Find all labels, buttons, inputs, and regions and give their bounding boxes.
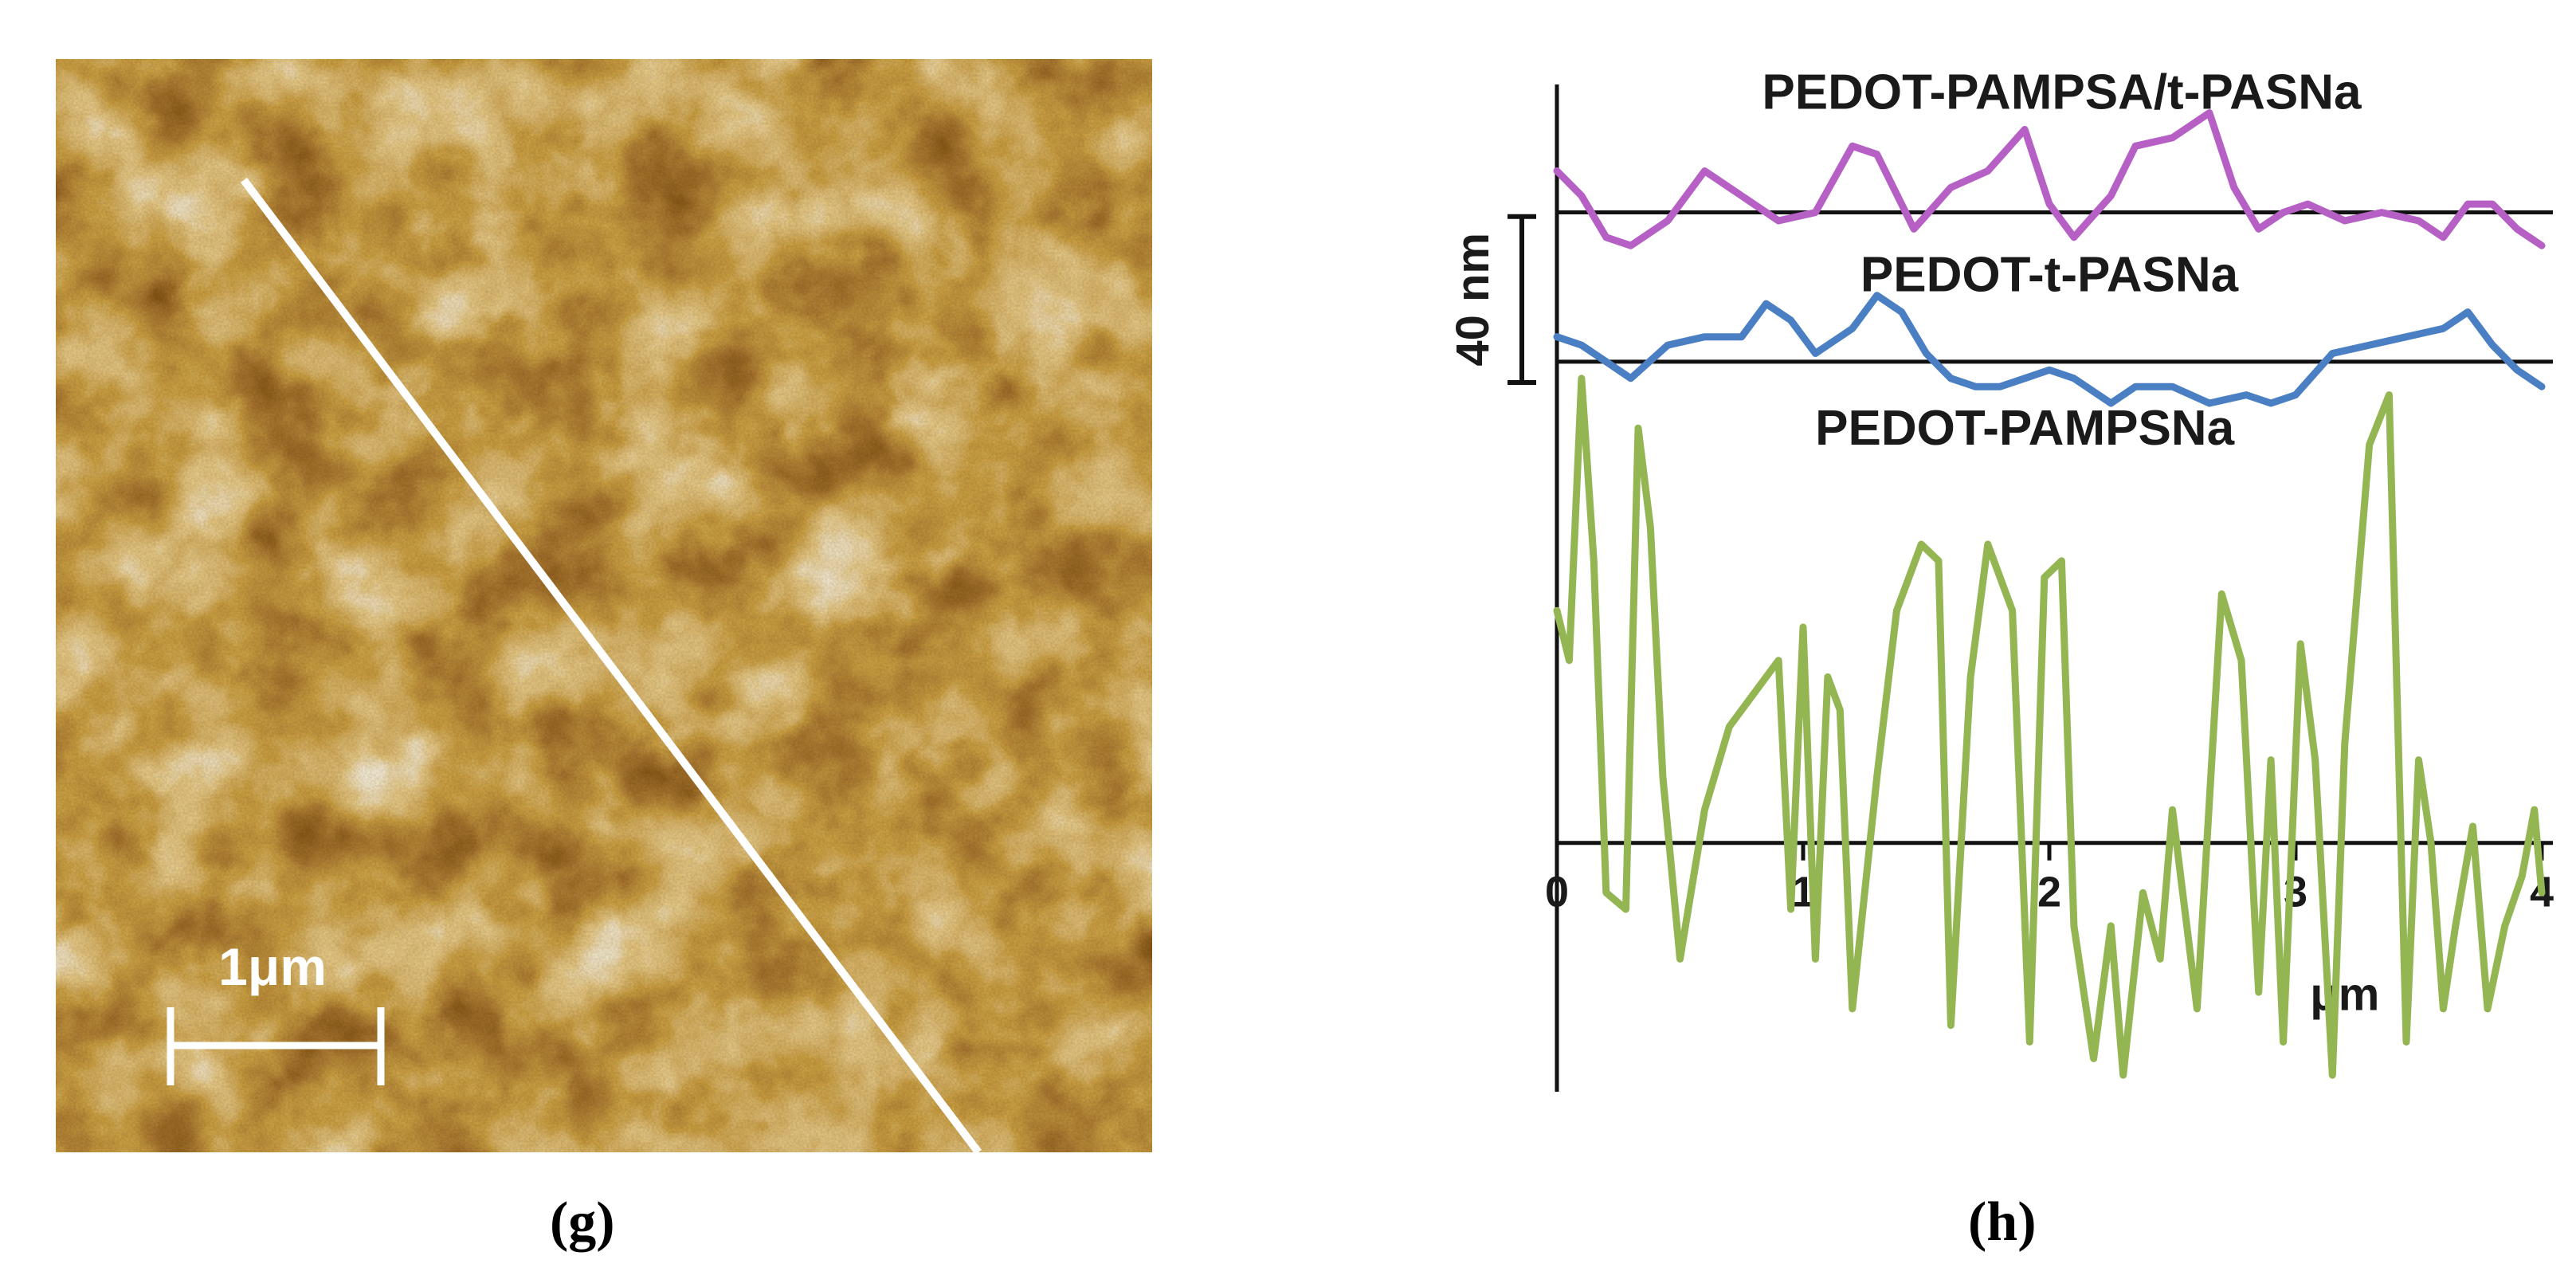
afm-height-image: 1μm — [56, 59, 1152, 1152]
series-label-0: PEDOT-PAMPSA/t-PASNa — [1762, 65, 2362, 120]
series-line-0 — [1553, 109, 2546, 249]
series-label-1: PEDOT-t-PASNa — [1860, 247, 2239, 302]
scale-bar: 1μm — [167, 937, 385, 1085]
x-tick-label-0: 0 — [1545, 869, 1569, 916]
panel-label-h: (h) — [1968, 1191, 2037, 1253]
scale-bar-label: 1μm — [218, 937, 327, 996]
series-line-2 — [1553, 375, 2546, 1079]
nm-scale-bar-label: 40 nm — [1447, 233, 1499, 367]
x-tick-label-2: 2 — [2037, 869, 2061, 916]
series-label-2: PEDOT-PAMPSNa — [1815, 401, 2234, 456]
series-line-1 — [1553, 292, 2546, 407]
panel-label-g: (g) — [550, 1191, 615, 1253]
profile-chart: 0 1 2 3 4 μm PEDOT-PAMPSA/t-PASNa PEDOT-t-PASNa… — [1418, 56, 2566, 1116]
profile-line — [241, 177, 982, 1152]
afm-surface-grain — [56, 59, 1152, 1152]
x-axis-label: μm — [2310, 969, 2379, 1021]
